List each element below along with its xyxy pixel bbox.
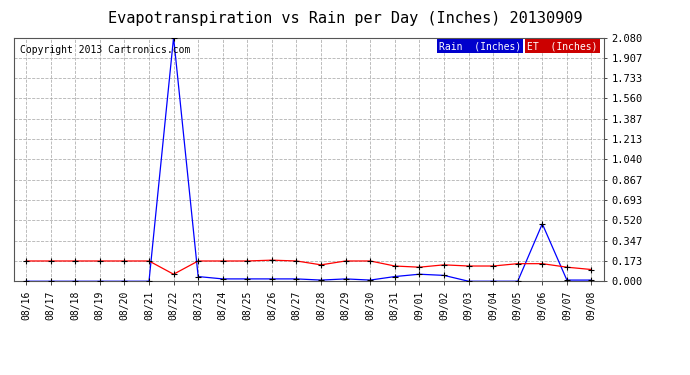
Text: Rain  (Inches): Rain (Inches) bbox=[439, 41, 521, 51]
Text: ET  (Inches): ET (Inches) bbox=[527, 41, 598, 51]
Text: Evapotranspiration vs Rain per Day (Inches) 20130909: Evapotranspiration vs Rain per Day (Inch… bbox=[108, 11, 582, 26]
Text: Copyright 2013 Cartronics.com: Copyright 2013 Cartronics.com bbox=[20, 45, 190, 55]
